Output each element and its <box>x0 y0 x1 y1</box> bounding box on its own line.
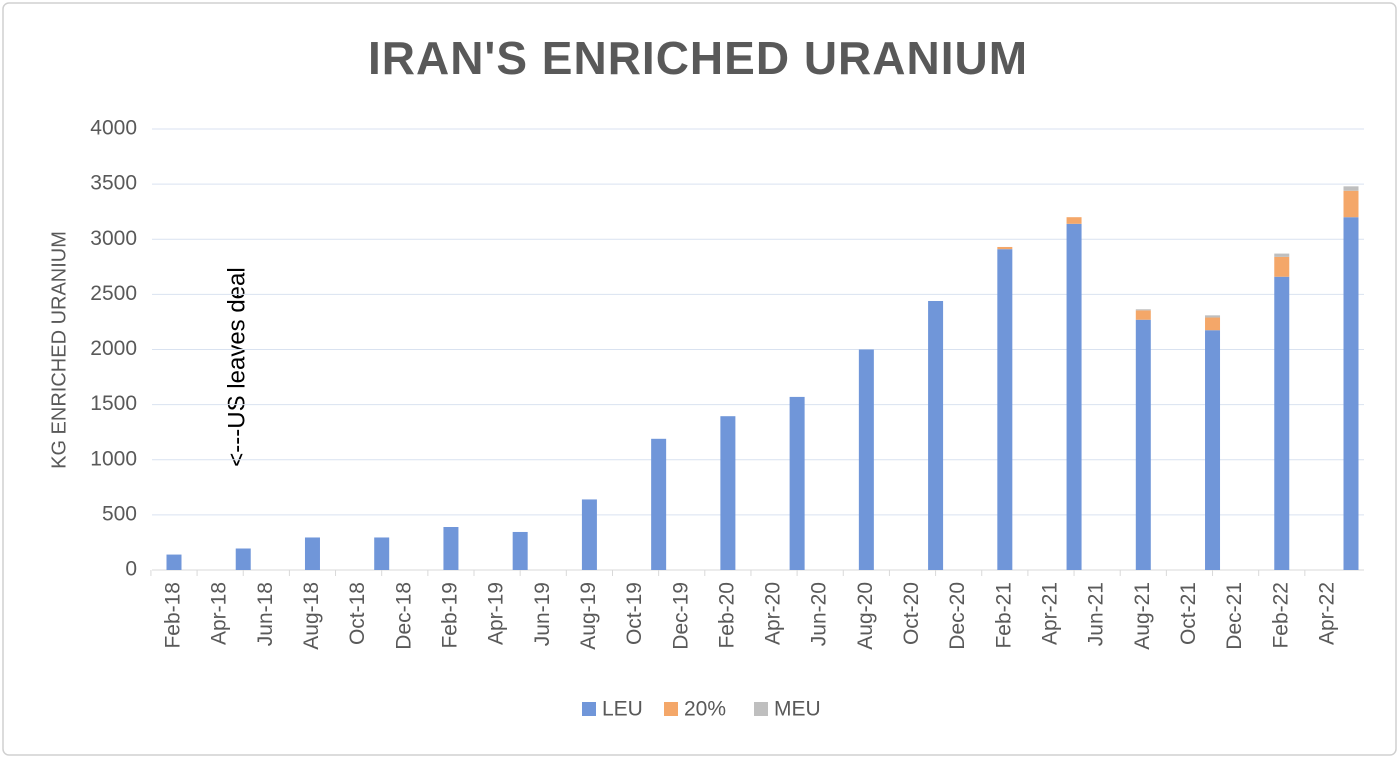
bar-segment <box>1135 310 1151 320</box>
bar-segment <box>1135 319 1151 570</box>
legend-swatch <box>664 702 678 716</box>
x-tick-label: Dec-19 <box>669 582 692 650</box>
bar-segment <box>1274 253 1290 257</box>
y-tick-label: 0 <box>125 558 137 581</box>
x-tick-label: Jun-18 <box>254 582 277 646</box>
x-tick-label: Aug-21 <box>1131 582 1154 650</box>
x-tick-label: Oct-19 <box>623 582 646 645</box>
bar-segment <box>858 349 874 570</box>
x-tick-label: Feb-20 <box>715 582 738 649</box>
x-tick-label: Apr-20 <box>762 582 785 645</box>
bar-segment <box>512 531 528 570</box>
legend-label: MEU <box>774 698 821 721</box>
chart-title: IRAN'S ENRICHED URANIUM <box>368 32 1028 84</box>
x-tick-label: Feb-18 <box>162 582 185 649</box>
y-axis-label: KG ENRICHED URANIUM <box>48 231 70 469</box>
x-tick-label: Oct-21 <box>1177 582 1200 645</box>
bar-segment <box>1066 217 1082 224</box>
legend-label: 20% <box>684 698 726 721</box>
y-tick-label: 1000 <box>90 447 137 470</box>
bar-segment <box>1343 186 1359 191</box>
x-tick-label: Feb-19 <box>438 582 461 649</box>
x-tick-label: Oct-20 <box>900 582 923 645</box>
x-tick-label: Jun-21 <box>1085 582 1108 646</box>
bar-segment <box>304 537 320 570</box>
y-tick-label: 2000 <box>90 337 137 360</box>
bar-segment <box>1205 330 1221 570</box>
bar-segment <box>720 416 736 570</box>
x-tick-label: Apr-18 <box>208 582 231 645</box>
x-tick-label: Apr-19 <box>485 582 508 645</box>
bar-segment <box>1343 217 1359 570</box>
y-tick-label: 3000 <box>90 227 137 250</box>
y-tick-label: 4000 <box>90 117 137 140</box>
bar-segment <box>651 438 667 570</box>
bar-segment <box>235 548 251 570</box>
y-tick-label: 3500 <box>90 172 137 195</box>
bar-segment <box>1274 256 1290 277</box>
bar-segment <box>1066 223 1082 570</box>
x-tick-label: Apr-21 <box>1039 582 1062 645</box>
x-tick-label: Aug-19 <box>577 582 600 650</box>
x-tick-label: Dec-18 <box>392 582 415 650</box>
annotation: <---US leaves deal <box>223 267 250 466</box>
bar-segment <box>997 249 1013 571</box>
bar-segment <box>166 554 182 570</box>
bar-segment <box>1135 309 1151 311</box>
x-tick-label: Dec-20 <box>946 582 969 650</box>
bar-segment <box>1274 276 1290 570</box>
x-tick-label: Jun-20 <box>808 582 831 646</box>
x-tick-label: Aug-18 <box>300 582 323 650</box>
bar-segment <box>789 396 805 570</box>
bar-segment <box>581 499 597 570</box>
bar-segment <box>928 300 944 570</box>
legend-swatch <box>754 702 768 716</box>
legend-swatch <box>582 702 596 716</box>
y-tick-label: 1500 <box>90 392 137 415</box>
x-tick-label: Dec-21 <box>1223 582 1246 650</box>
y-tick-label: 2500 <box>90 282 137 305</box>
bar-segment <box>374 537 390 570</box>
bar-segment <box>1205 315 1221 318</box>
y-tick-label: 500 <box>102 502 137 525</box>
bar-segment <box>1343 190 1359 218</box>
x-tick-label: Feb-22 <box>1269 582 1292 649</box>
bar-segment <box>1205 317 1221 331</box>
bar-segment <box>997 246 1013 250</box>
x-tick-label: Feb-21 <box>992 582 1015 649</box>
x-tick-label: Apr-22 <box>1315 582 1338 645</box>
x-tick-label: Jun-19 <box>531 582 554 646</box>
legend-label: LEU <box>602 698 643 721</box>
bar-segment <box>443 527 459 570</box>
x-tick-label: Aug-20 <box>854 582 877 650</box>
x-tick-label: Oct-18 <box>346 582 369 645</box>
